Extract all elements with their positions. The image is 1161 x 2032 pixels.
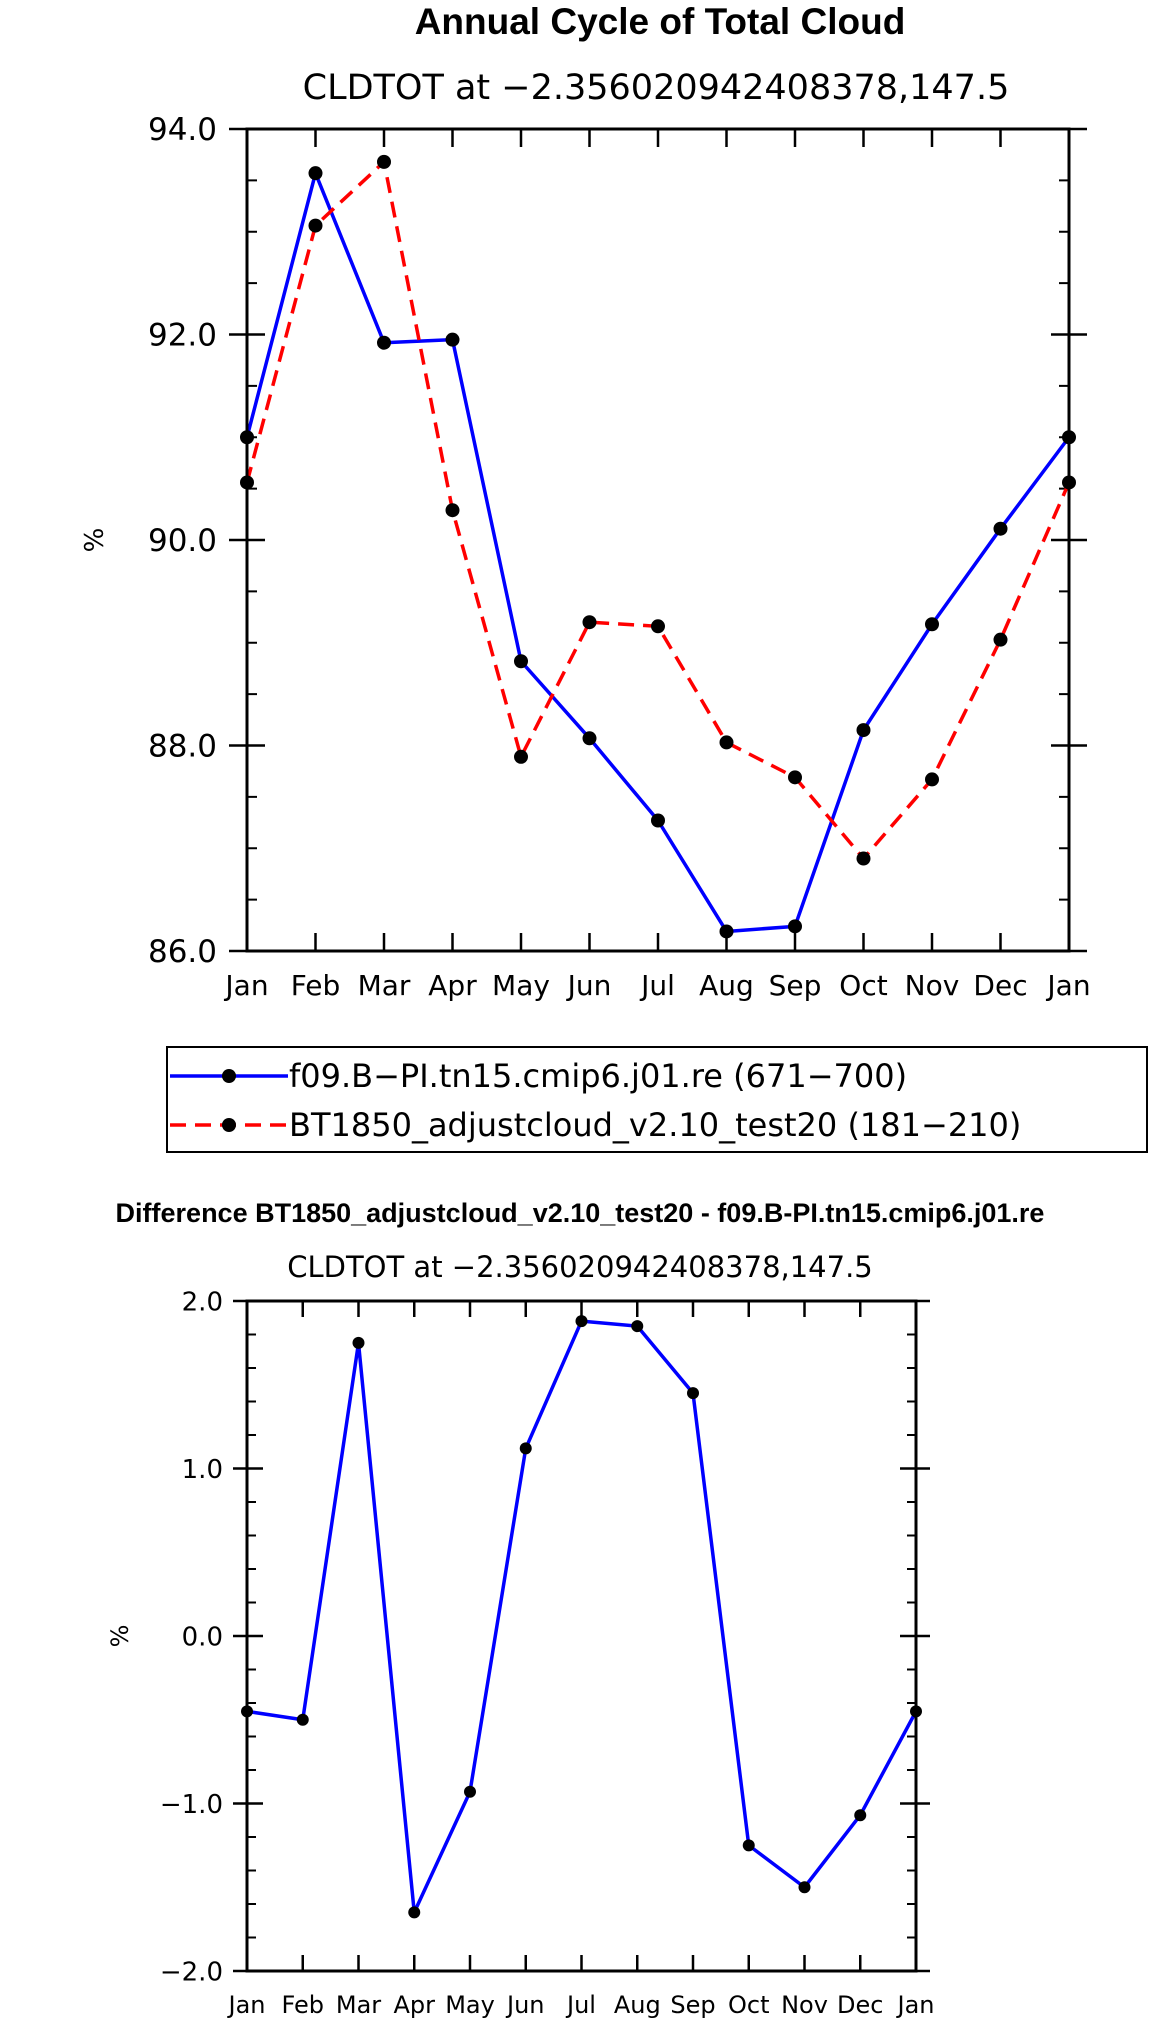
c2-x-tick-label: Apr <box>393 1991 435 2019</box>
chart-2-ticks <box>233 1299 930 1973</box>
c1-x-tick-label: Mar <box>358 969 411 1002</box>
c2-x-tick-label: May <box>445 1991 495 2019</box>
c2-y-tick-label: −2.0 <box>160 1957 223 1987</box>
c1-series-2-point <box>377 154 391 169</box>
c1-series-line-2 <box>245 160 1071 861</box>
c2-y-tick-label: 1.0 <box>182 1455 223 1485</box>
c2-x-tick-label: Sep <box>670 1991 715 2019</box>
c1-x-tick-label: Feb <box>291 969 341 1002</box>
c1-series-2-point <box>719 735 734 750</box>
c2-y-tick-label: 2.0 <box>182 1287 223 1317</box>
c2-series-1-point <box>631 1320 644 1333</box>
chart-1-title: Annual Cycle of Total Cloud <box>415 1 906 42</box>
c1-series-1-point <box>514 654 528 669</box>
difference-chart: Difference BT1850_adjustcloud_v2.10_test… <box>106 1198 1044 2019</box>
c1-series-1-point <box>993 521 1008 536</box>
c2-x-tick-label: Feb <box>282 1991 325 2019</box>
c1-series-1-point <box>651 813 665 828</box>
c1-x-tick-label: Oct <box>839 969 887 1002</box>
c2-series-1-point <box>742 1839 755 1852</box>
chart-1-series <box>240 154 1076 939</box>
c1-series-1-point <box>308 166 323 181</box>
c1-y-tick-label: 90.0 <box>148 523 217 559</box>
legend-label-series-1: f09.B−PI.tn15.cmip6.j01.re (671−700) <box>289 1057 907 1095</box>
c2-x-tick-label: Jun <box>505 1991 545 2019</box>
c1-x-tick-label: Aug <box>699 969 754 1002</box>
chart-2-ylabel: % <box>106 1625 134 1648</box>
c2-y-tick-label: 0.0 <box>182 1622 223 1652</box>
c2-series-1-point <box>854 1809 867 1822</box>
c2-x-tick-label: Nov <box>781 1991 828 2019</box>
chart-2-title: Difference BT1850_adjustcloud_v2.10_test… <box>116 1198 1045 1228</box>
c1-series-2-point <box>308 218 323 233</box>
legend-label-series-2: BT1850_adjustcloud_v2.10_test20 (181−210… <box>289 1106 1021 1144</box>
legend-box <box>166 1046 1148 1153</box>
c1-series-2-point <box>993 632 1008 647</box>
chart-1-subtitle: CLDTOT at −2.356020942408378,147.5 <box>303 68 1010 108</box>
c1-x-tick-label: May <box>492 969 550 1002</box>
c2-series-1-point <box>798 1881 811 1894</box>
chart-1-ticks <box>229 127 1087 953</box>
c2-x-tick-label: Jan <box>896 1991 935 2019</box>
c2-series-1-point <box>296 1713 309 1726</box>
c1-y-tick-label: 92.0 <box>148 318 217 354</box>
c1-y-tick-label: 88.0 <box>148 729 217 765</box>
c1-series-2-point <box>582 615 597 630</box>
c2-x-tick-label: Jan <box>227 1991 266 2019</box>
c2-x-tick-label: Dec <box>837 1991 883 2019</box>
legend-marker-series-1 <box>222 1069 236 1083</box>
chart-1-ylabel: % <box>80 528 110 553</box>
c1-x-tick-label: Nov <box>905 969 960 1002</box>
c1-x-tick-label: Jan <box>1045 969 1090 1002</box>
c1-x-tick-label: Dec <box>973 969 1027 1002</box>
c1-x-tick-label: Sep <box>769 969 822 1002</box>
chart-1-y-tick-labels: 86.0 88.0 90.0 92.0 94.0 <box>148 112 217 970</box>
c1-series-1-point <box>445 332 460 347</box>
chart-2-subtitle: CLDTOT at −2.356020942408378,147.5 <box>287 1250 873 1284</box>
c1-series-2-point <box>925 772 939 787</box>
c1-series-1-point <box>788 919 802 934</box>
c2-x-tick-label: Oct <box>728 1991 770 2019</box>
c2-series-1-point <box>408 1906 421 1919</box>
c1-y-tick-label: 94.0 <box>148 112 217 148</box>
c2-series-1-point <box>687 1387 699 1400</box>
c2-series-1-point <box>352 1336 365 1349</box>
chart-1-frame <box>245 127 1071 953</box>
chart-2-series <box>241 1315 922 1919</box>
annual-cycle-chart: Annual Cycle of Total Cloud CLDTOT at −2… <box>80 1 1091 1002</box>
c1-x-tick-label: Jul <box>639 969 675 1002</box>
c1-y-tick-label: 86.0 <box>148 934 217 970</box>
c1-series-2-point <box>445 503 460 518</box>
chart-2-frame <box>245 1299 918 1973</box>
chart-1-x-tick-labels: Jan Feb Mar Apr May Jun Jul Aug Sep Oct Nov Dec Jan <box>223 969 1090 1002</box>
c1-series-1-point <box>377 335 391 350</box>
chart-2-x-tick-labels: Jan Feb Mar Apr May Jun Jul Aug Sep Oct Nov Dec Jan <box>227 1991 935 2019</box>
c2-series-line-1 <box>246 1319 918 1915</box>
c2-x-tick-label: Mar <box>336 1991 381 2019</box>
c2-series-1-point <box>575 1315 588 1328</box>
c1-series-2-point <box>651 619 665 634</box>
legend-marker-series-2 <box>222 1118 236 1132</box>
c2-x-tick-label: Jul <box>565 1991 596 2019</box>
c1-series-1-point <box>582 731 597 746</box>
c1-x-tick-label: Jun <box>566 969 612 1002</box>
legend: f09.B−PI.tn15.cmip6.j01.re (671−700) BT1… <box>166 1046 1148 1153</box>
c1-series-1-point <box>925 617 939 632</box>
c1-series-2-point <box>788 770 802 785</box>
c2-x-tick-label: Aug <box>614 1991 661 2019</box>
chart-2-y-tick-labels: −2.0 −1.0 0.0 1.0 2.0 <box>160 1287 223 1987</box>
c2-series-1-point <box>464 1785 476 1798</box>
c1-x-tick-label: Apr <box>428 969 477 1002</box>
c2-y-tick-label: −1.0 <box>160 1790 223 1820</box>
c2-series-1-point <box>519 1442 532 1455</box>
c1-series-1-point <box>856 723 871 738</box>
c1-x-tick-label: Jan <box>223 969 268 1002</box>
c1-series-2-point <box>514 749 528 764</box>
c1-series-1-point <box>719 924 734 939</box>
c1-series-2-point <box>856 851 871 866</box>
